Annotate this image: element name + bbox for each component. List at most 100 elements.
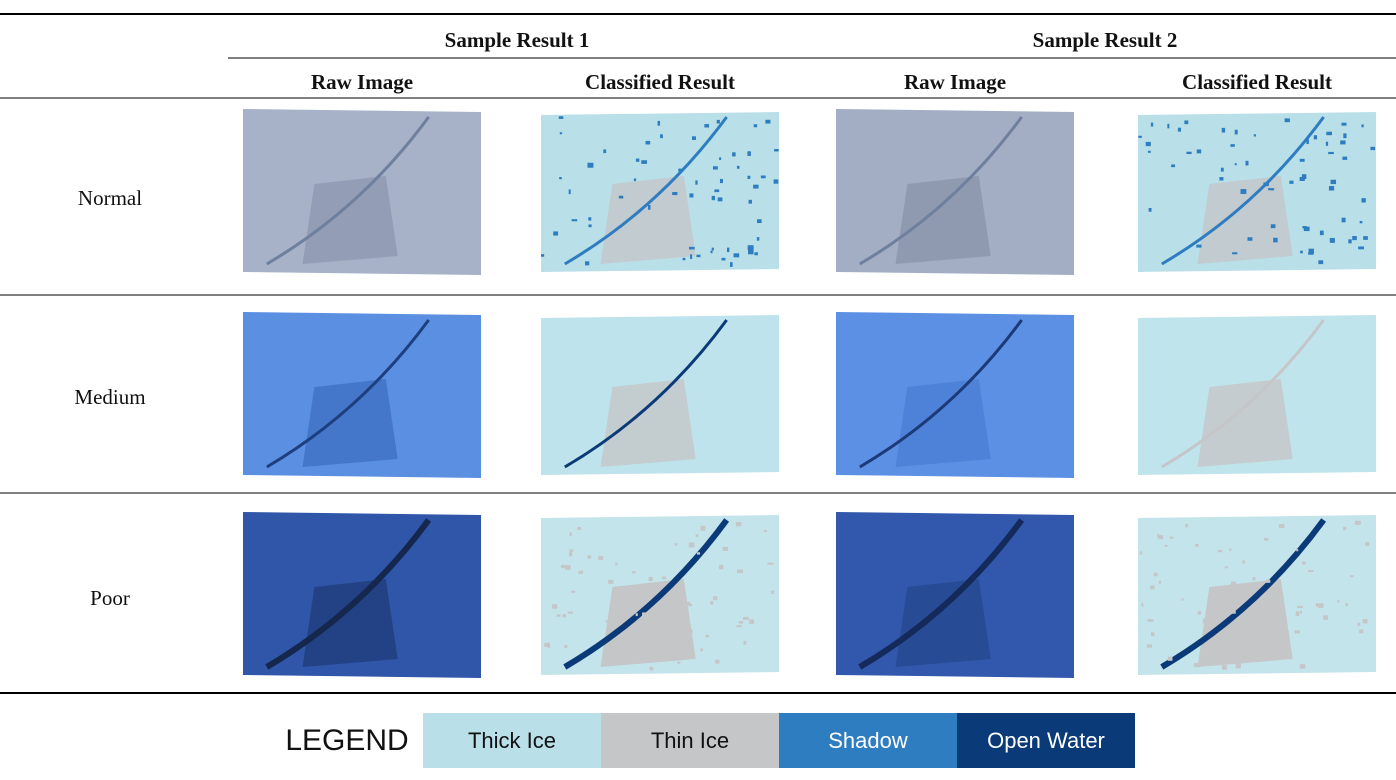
image-detail [615,562,618,566]
image-detail [684,601,691,606]
row-label: Normal [78,186,142,210]
image-detail [1365,542,1370,546]
image-detail [756,237,760,241]
image-detail [656,649,661,652]
image-detail [618,195,624,199]
image-detail [1181,598,1184,601]
image-detail [695,534,699,537]
image-detail [716,119,720,124]
image-detail [657,120,661,126]
image-detail [1359,220,1363,224]
image-detail [1221,127,1226,133]
image-detail [1148,207,1152,212]
image-detail [1329,237,1335,243]
image-detail [1195,543,1199,547]
image-detail [667,641,672,645]
image-detail [714,189,720,193]
image-detail [1247,237,1253,241]
image-detail [1328,186,1335,191]
image-detail [1250,585,1256,590]
image-detail [1302,226,1307,229]
image-detail [1289,180,1294,184]
image-detail [1252,577,1256,581]
image-detail [1157,533,1160,538]
image-detail [1206,618,1209,622]
group-header: Sample Result 1 [445,28,590,52]
image-detail [695,180,698,185]
image-detail [1224,566,1229,569]
image-detail [571,590,576,593]
image-detail [1341,122,1347,126]
image-detail [688,604,693,607]
column-header: Classified Result [1182,70,1332,94]
image-detail [642,612,648,618]
image-detail [1258,607,1263,612]
image-detail [660,134,663,139]
image-detail [1345,602,1348,607]
image-detail [578,570,584,574]
image-detail [747,249,754,255]
image-detail [552,604,558,609]
image-detail [748,199,752,204]
image-detail [719,178,723,184]
image-detail [605,620,610,623]
image-detail [764,529,767,533]
image-detail [747,151,751,156]
image-detail [1342,156,1348,160]
image-detail [1240,189,1247,194]
image-detail [1202,618,1206,624]
image-detail [1299,664,1306,669]
image-detail [600,379,696,467]
image-detail [1323,615,1328,620]
image-detail [1167,123,1170,129]
image-detail [1164,544,1168,547]
image-detail [859,116,1023,266]
image-detail [647,204,651,210]
image-detail [1138,135,1142,138]
image-detail [635,613,638,617]
image-detail [1361,124,1364,128]
image-detail [649,643,656,648]
legend-swatch [957,713,1135,768]
image-detail [1232,252,1238,255]
image-detail [1221,664,1227,670]
column-header: Classified Result [585,70,735,94]
image-detail [733,253,740,258]
image-detail [1193,663,1200,668]
image-detail [717,197,723,202]
image-detail [1219,177,1224,181]
image-detail [266,319,430,469]
image-detail [710,601,714,605]
image-detail [1350,575,1354,578]
image-detail [598,555,604,561]
image-detail [754,252,758,256]
image-detail [302,176,398,264]
image-detail [736,165,740,169]
image-detail [672,192,678,196]
image-detail [1242,560,1246,564]
legend-label: Thick Ice [468,728,556,753]
image-detail [615,609,620,613]
image-detail [1337,599,1340,603]
image-detail [1343,526,1347,531]
image-detail [1354,522,1361,525]
image-detail [737,569,744,574]
image-detail [1270,224,1276,229]
image-detail [704,124,710,128]
legend: LEGEND Thick Ice Thin Ice Shadow Open Wa… [285,713,1135,768]
image-detail [1328,151,1334,155]
image-detail [603,149,607,154]
image-detail [1361,198,1366,203]
image-detail [1313,135,1318,140]
image-detail [773,179,779,184]
image-detail [1229,548,1232,551]
image-detail [1231,634,1236,638]
image-detail [700,648,704,652]
image-detail [1278,524,1285,528]
image-detail [691,136,696,140]
image-detail [564,319,728,469]
image-detail [678,168,682,172]
image-detail [1153,572,1158,577]
image-detail [1146,644,1153,648]
